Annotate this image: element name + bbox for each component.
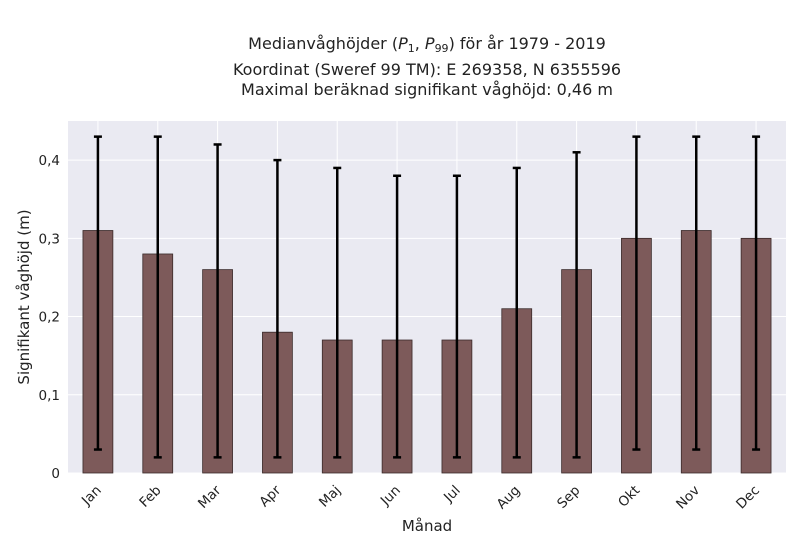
title-line-1: Medianvåghöjder (P1, P99) för år 1979 - … [248, 34, 606, 55]
error-bar [213, 143, 222, 459]
bars [82, 230, 772, 474]
x-tick-label: Maj [316, 483, 344, 511]
y-axis-label: Signifikant våghöjd (m) [15, 209, 33, 384]
y-tick-label: 0,4 [39, 153, 60, 169]
x-axis-label: Månad [402, 517, 452, 535]
error-bar [632, 135, 641, 451]
error-bar [333, 166, 342, 459]
error-bar [273, 158, 282, 459]
y-tick-label: 0,3 [39, 231, 60, 247]
plot-area [68, 121, 786, 473]
x-tick-label: Apr [256, 482, 284, 510]
error-bar [512, 166, 521, 459]
x-tick-labels: Jan Feb Mar Apr Maj Jun Jul Aug Sep Okt Nov Dec [78, 482, 763, 512]
y-tick-label: 0,2 [39, 310, 60, 326]
x-tick-label: Nov [673, 483, 703, 513]
x-tick-label: Jul [440, 483, 464, 507]
x-tick-label: Mar [195, 482, 225, 512]
x-tick-label: Okt [615, 483, 643, 511]
error-bar [692, 135, 701, 451]
y-tick-label: 0 [51, 466, 60, 482]
error-bar [572, 151, 581, 459]
x-tick-label: Dec [733, 483, 763, 513]
error-bar [393, 174, 402, 459]
x-tick-label: Jun [377, 483, 404, 510]
y-tick-labels: 0 0,1 0,2 0,3 0,4 [39, 153, 60, 482]
x-tick-label: Aug [494, 483, 524, 513]
y-tick-label: 0,1 [39, 388, 60, 404]
x-tick-label: Feb [136, 483, 164, 511]
chart-title: Medianvåghöjder (P1, P99) för år 1979 - … [68, 34, 786, 101]
x-tick-label: Jan [78, 483, 105, 510]
title-line-3: Maximal beräknad signifikant våghöjd: 0,… [241, 80, 613, 99]
title-line-2: Koordinat (Sweref 99 TM): E 269358, N 63… [232, 59, 622, 79]
error-bar [752, 135, 761, 451]
error-bar [153, 135, 162, 459]
x-tick-label: Sep [554, 483, 583, 512]
error-bar [93, 135, 102, 451]
error-bars [93, 135, 761, 459]
error-bar [452, 174, 461, 459]
